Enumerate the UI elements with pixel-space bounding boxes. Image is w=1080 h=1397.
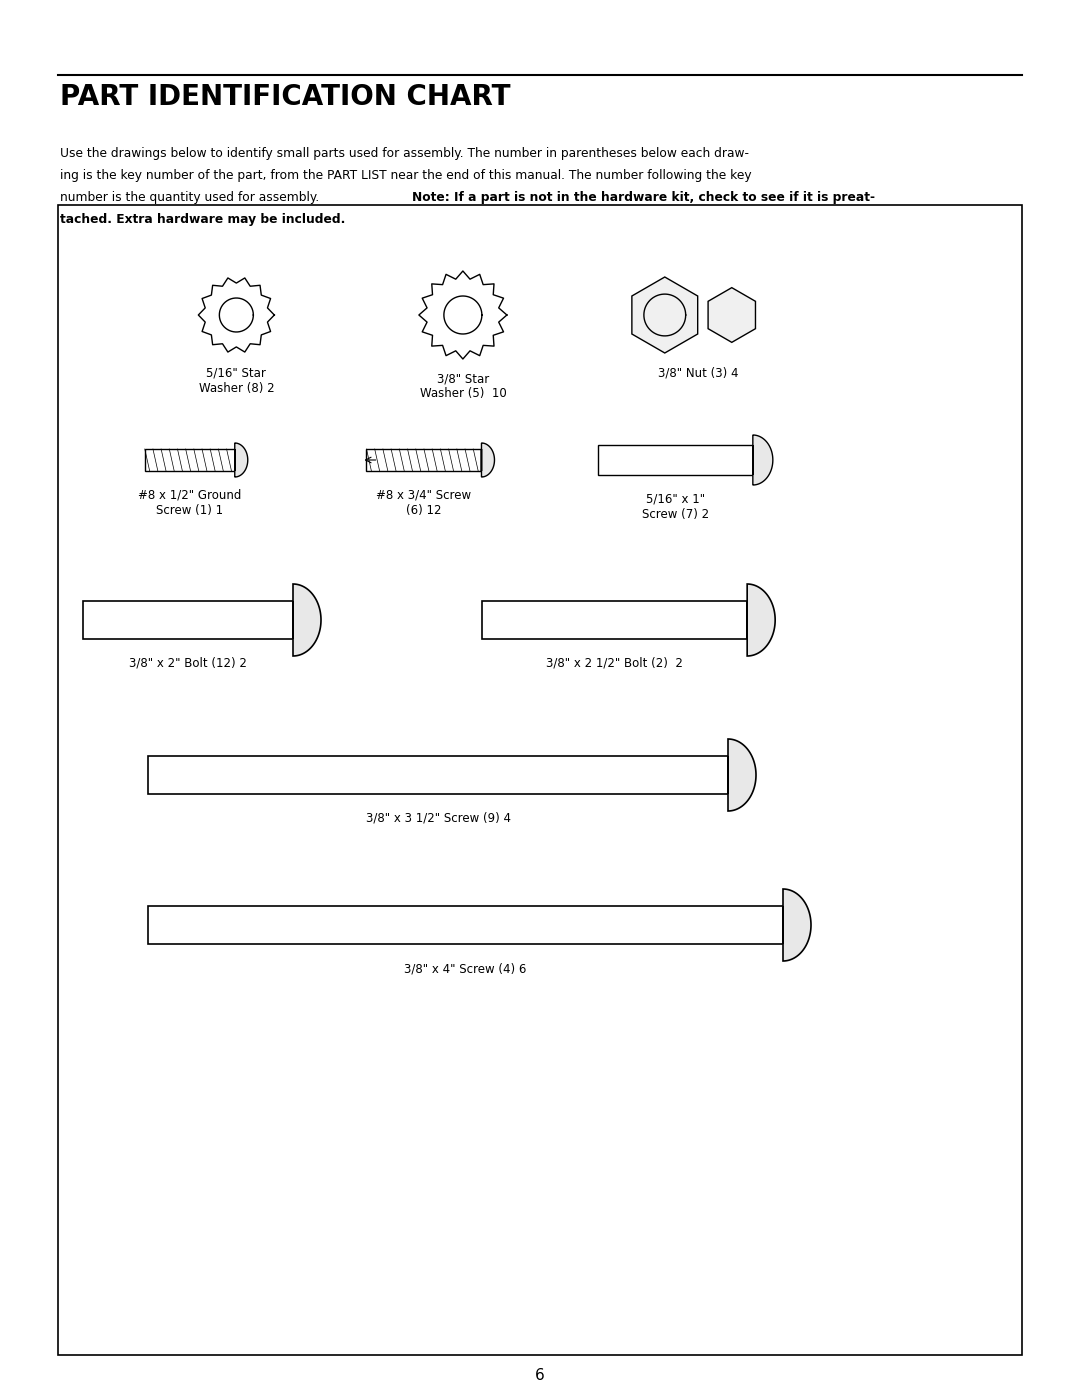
Text: #8 x 3/4" Screw
(6) 12: #8 x 3/4" Screw (6) 12	[377, 489, 472, 517]
Text: 6: 6	[535, 1368, 545, 1383]
Polygon shape	[234, 443, 247, 476]
Polygon shape	[482, 443, 495, 476]
Text: tached. Extra hardware may be included.: tached. Extra hardware may be included.	[60, 212, 346, 226]
Text: 3/8" x 2 1/2" Bolt (2)  2: 3/8" x 2 1/2" Bolt (2) 2	[546, 657, 683, 671]
Bar	[482, 601, 747, 638]
Text: 3/8" x 4" Screw (4) 6: 3/8" x 4" Screw (4) 6	[404, 963, 527, 975]
Text: 3/8" x 3 1/2" Screw (9) 4: 3/8" x 3 1/2" Screw (9) 4	[365, 812, 511, 826]
Bar	[598, 446, 753, 475]
Polygon shape	[728, 739, 756, 812]
Text: #8 x 1/2" Ground
Screw (1) 1: #8 x 1/2" Ground Screw (1) 1	[138, 489, 242, 517]
Bar	[83, 601, 293, 638]
Bar	[148, 756, 728, 793]
Bar	[145, 448, 234, 471]
Polygon shape	[293, 584, 321, 657]
Polygon shape	[783, 888, 811, 961]
Text: 3/8" x 2" Bolt (12) 2: 3/8" x 2" Bolt (12) 2	[130, 657, 247, 671]
Polygon shape	[632, 277, 698, 353]
Text: PART IDENTIFICATION CHART: PART IDENTIFICATION CHART	[60, 82, 511, 110]
Text: 3/8" Nut (3) 4: 3/8" Nut (3) 4	[658, 367, 738, 380]
Text: Note: If a part is not in the hardware kit, check to see if it is preat-: Note: If a part is not in the hardware k…	[411, 191, 875, 204]
Bar	[366, 448, 482, 471]
Text: ing is the key number of the part, from the PART LIST near the end of this manua: ing is the key number of the part, from …	[60, 169, 752, 182]
Bar	[58, 205, 1022, 1355]
Bar	[148, 907, 783, 944]
Text: Use the drawings below to identify small parts used for assembly. The number in : Use the drawings below to identify small…	[60, 147, 750, 161]
Polygon shape	[753, 434, 773, 485]
Polygon shape	[708, 288, 756, 342]
Text: number is the quantity used for assembly.: number is the quantity used for assembly…	[60, 191, 323, 204]
Polygon shape	[747, 584, 775, 657]
Text: 3/8" Star
Washer (5)  10: 3/8" Star Washer (5) 10	[419, 372, 507, 400]
Text: 5/16" x 1"
Screw (7) 2: 5/16" x 1" Screw (7) 2	[642, 493, 708, 521]
Text: 5/16" Star
Washer (8) 2: 5/16" Star Washer (8) 2	[199, 367, 274, 395]
